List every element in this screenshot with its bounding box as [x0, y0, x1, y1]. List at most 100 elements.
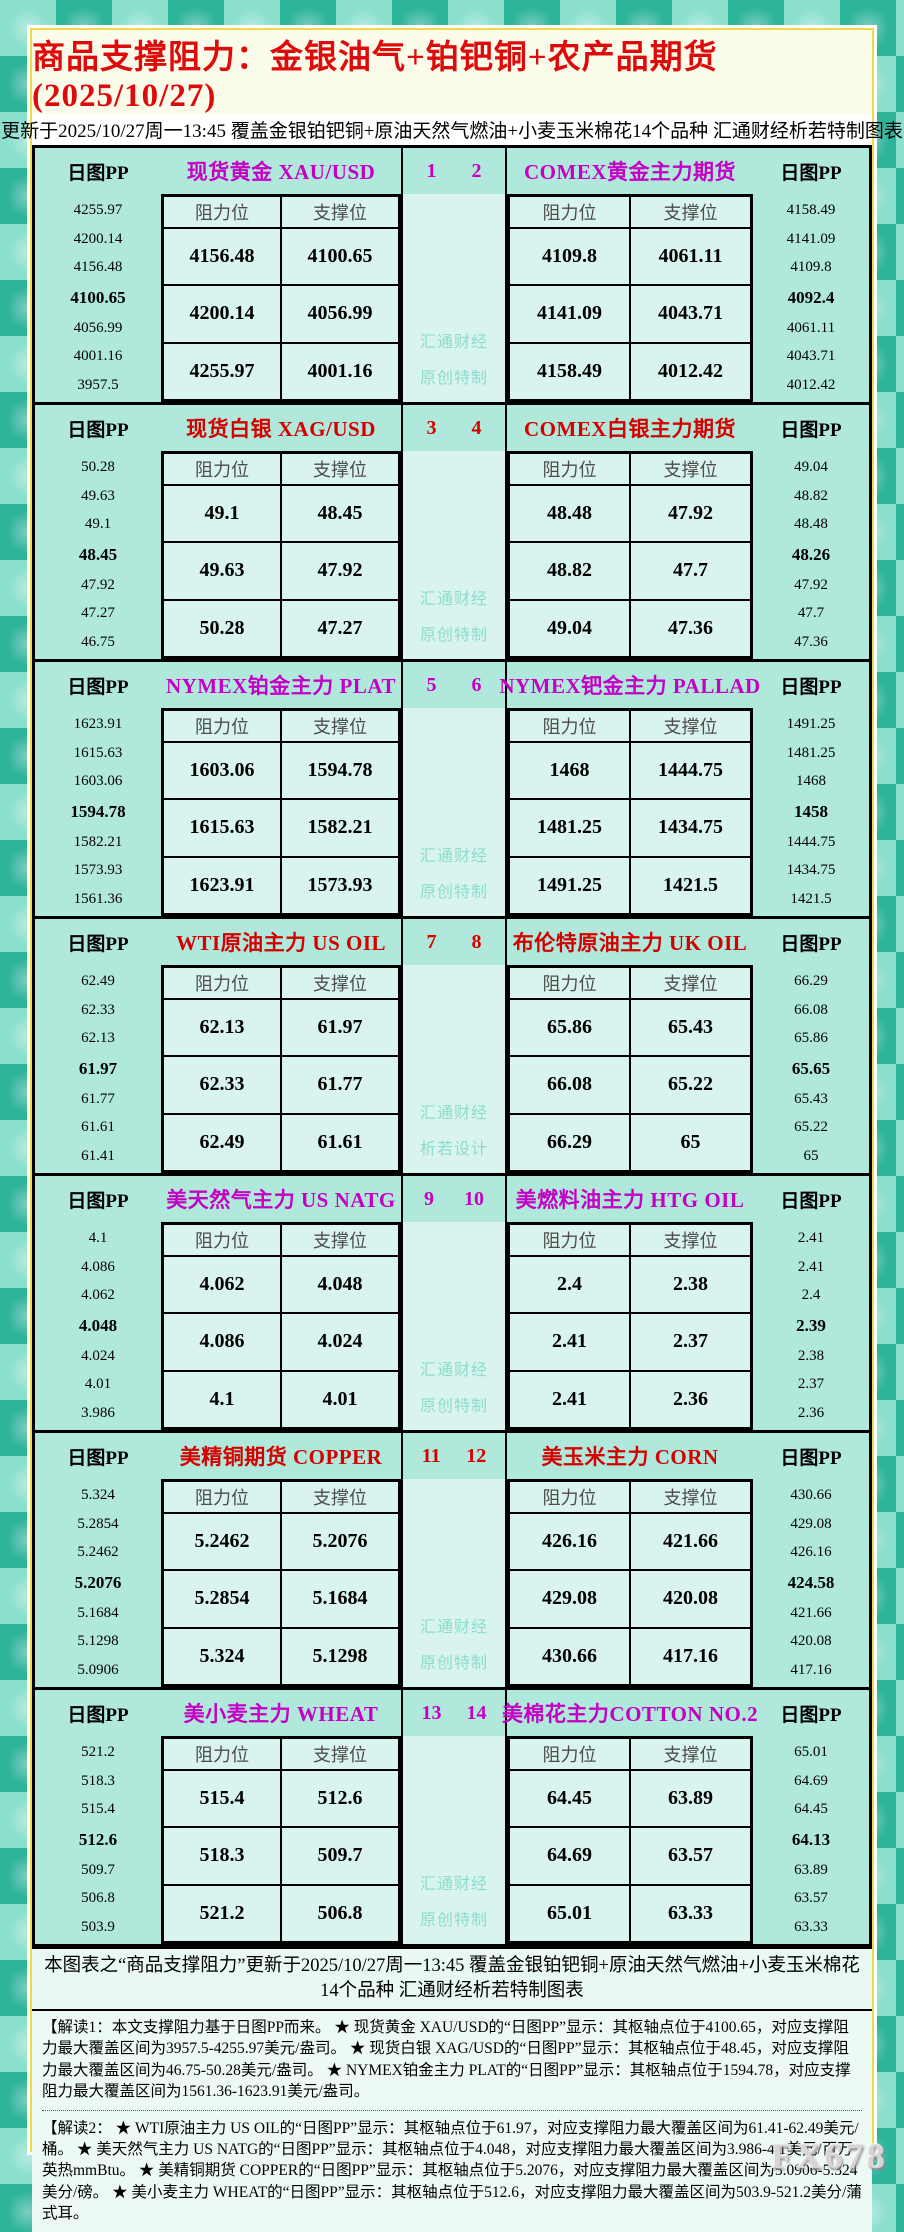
interpretation-2: 【解读2： ★ WTI原油主力 US OIL的“日图PP”显示：其枢轴点位于61… [42, 2119, 862, 2223]
pp-value: 66.29 [794, 972, 828, 989]
support-value: 65 [630, 1113, 751, 1171]
instrument-title-left: 现货白银 XAG/USD [186, 417, 376, 441]
resistance-value: 4109.8 [509, 228, 630, 286]
resistance-header: 阻力位 [163, 1224, 281, 1256]
support-value: 47.7 [630, 542, 751, 600]
pp-value: 5.324 [81, 1486, 115, 1503]
section-body-row: 1623.91 1615.63 1603.06 1594.78 1582.21 1573.… [35, 708, 869, 916]
resistance-header: 阻力位 [509, 196, 630, 228]
pp-value: 1491.25 [786, 715, 836, 732]
support-value: 4.024 [281, 1313, 399, 1371]
pp-value: 4012.42 [786, 377, 836, 394]
resistance-value: 4.062 [163, 1256, 281, 1314]
pp-value: 49.63 [81, 487, 115, 504]
pp-value: 61.41 [81, 1148, 115, 1165]
support-value: 61.61 [281, 1113, 399, 1171]
pp-value: 2.4 [801, 1287, 821, 1304]
commodity-section-7: 日图PP 美小麦主力 WHEAT 13 14 美棉花主力COTTON NO.2 日图PP 5… [35, 1690, 869, 1944]
pp-value: 1434.75 [786, 862, 836, 879]
pp-value: 512.6 [78, 1829, 118, 1849]
section-body-row: 5.324 5.2854 5.2462 5.2076 5.1684 5.1298 5.090… [35, 1479, 869, 1687]
pp-header-right: 日图PP [780, 419, 842, 441]
resistance-value: 518.3 [163, 1827, 281, 1885]
pp-value: 2.38 [797, 1347, 825, 1364]
resistance-value: 2.41 [509, 1370, 630, 1428]
commodity-section-3: 日图PP NYMEX铂金主力 PLAT 5 6 NYMEX钯金主力 PALLAD 日图PP… [35, 662, 869, 919]
support-value: 509.7 [281, 1827, 399, 1885]
pp-value: 47.36 [794, 634, 828, 651]
pp-value: 1615.63 [73, 744, 123, 761]
pp-value: 5.2854 [77, 1515, 119, 1532]
resistance-header: 阻力位 [163, 967, 281, 999]
pp-value: 46.75 [81, 634, 115, 651]
resistance-value: 4.1 [163, 1370, 281, 1428]
support-header: 支撑位 [281, 196, 399, 228]
watermark-line-2: 原创特制 [419, 1398, 488, 1415]
pp-value: 515.4 [81, 1801, 115, 1818]
resistance-value: 65.01 [509, 1884, 630, 1942]
pp-header-left: 日图PP [67, 1704, 129, 1726]
support-value: 63.89 [630, 1770, 751, 1828]
support-value: 4100.65 [281, 228, 399, 286]
section-number: 3 [426, 416, 437, 439]
interpretation-1: 【解读1：本文支撑阻力基于日图PP而来。 ★ 现货黄金 XAU/USD的“日图P… [42, 2019, 851, 2101]
pp-value: 62.13 [81, 1030, 115, 1047]
pp-column-left: 62.49 62.33 62.13 61.97 61.77 61.61 61.41 [35, 965, 161, 1173]
support-value: 61.77 [281, 1056, 399, 1114]
instrument-title-right: 美棉花主力COTTON NO.2 [501, 1702, 759, 1726]
pp-value: 4001.16 [73, 348, 123, 365]
pp-value: 1458 [794, 801, 828, 821]
pp-column-left: 1623.91 1615.63 1603.06 1594.78 1582.21 1573.… [35, 708, 161, 916]
resistance-value: 62.49 [163, 1113, 281, 1171]
commodity-section-1: 日图PP 现货黄金 XAU/USD 1 2 COMEX黄金主力期货 日图PP 4255.97… [35, 148, 869, 405]
pp-value: 1603.06 [73, 773, 123, 790]
pp-column-right: 49.04 48.82 48.48 48.26 47.92 47.7 47.36 [753, 451, 869, 659]
pp-value: 65.86 [794, 1030, 828, 1047]
pp-value: 421.66 [790, 1604, 832, 1621]
pp-value: 1481.25 [786, 744, 836, 761]
pp-value: 3.986 [81, 1405, 115, 1422]
resistance-value: 426.16 [509, 1513, 630, 1571]
pp-value: 1421.5 [790, 891, 832, 908]
watermark-line-2: 析若设计 [419, 1141, 488, 1158]
support-header: 支撑位 [281, 1224, 399, 1256]
pp-value: 4.1 [88, 1229, 108, 1246]
pp-value: 1594.78 [70, 801, 126, 821]
pp-value: 61.97 [78, 1058, 118, 1078]
pp-column-left: 4.1 4.086 4.062 4.048 4.024 4.01 3.986 [35, 1222, 161, 1430]
watermark-line-1: 汇通财经 [419, 848, 488, 865]
resistance-value: 1468 [509, 742, 630, 800]
levels-table-right: 阻力位 支撑位 1468 1444.75 1481.25 1434.75 1491.25 14… [507, 708, 753, 916]
instrument-title-right: 布伦特原油主力 UK OIL [512, 931, 748, 955]
section-header-row: 日图PP 现货白银 XAG/USD 3 4 COMEX白银主力期货 日图PP [35, 405, 869, 451]
support-header: 支撑位 [281, 453, 399, 485]
support-value: 1421.5 [630, 856, 751, 914]
section-number: 6 [471, 673, 482, 696]
section-number: 5 [426, 673, 437, 696]
pp-column-right: 65.01 64.69 64.45 64.13 63.89 63.57 63.33 [753, 1736, 869, 1944]
support-value: 2.36 [630, 1370, 751, 1428]
section-header-row: 日图PP 美小麦主力 WHEAT 13 14 美棉花主力COTTON NO.2 日图PP [35, 1690, 869, 1736]
support-value: 1594.78 [281, 742, 399, 800]
pp-value: 420.08 [790, 1633, 832, 1650]
pp-value: 48.48 [794, 516, 828, 533]
pp-value: 426.16 [790, 1544, 832, 1561]
pp-value: 64.69 [794, 1772, 828, 1789]
pp-value: 47.92 [81, 576, 115, 593]
resistance-value: 49.04 [509, 599, 630, 657]
support-value: 1444.75 [630, 742, 751, 800]
resistance-value: 1623.91 [163, 856, 281, 914]
support-value: 65.43 [630, 999, 751, 1057]
levels-table-right: 阻力位 支撑位 65.86 65.43 66.08 65.22 66.29 65 [507, 965, 753, 1173]
pp-value: 5.1684 [77, 1604, 119, 1621]
support-header: 支撑位 [630, 1481, 751, 1513]
resistance-value: 62.33 [163, 1056, 281, 1114]
section-header-row: 日图PP 现货黄金 XAU/USD 1 2 COMEX黄金主力期货 日图PP [35, 148, 869, 194]
support-value: 506.8 [281, 1884, 399, 1942]
watermark-cell: 汇通财经 原创特制 [401, 194, 507, 402]
watermark-cell: 汇通财经 析若设计 [401, 965, 507, 1173]
pp-value: 47.92 [794, 576, 828, 593]
